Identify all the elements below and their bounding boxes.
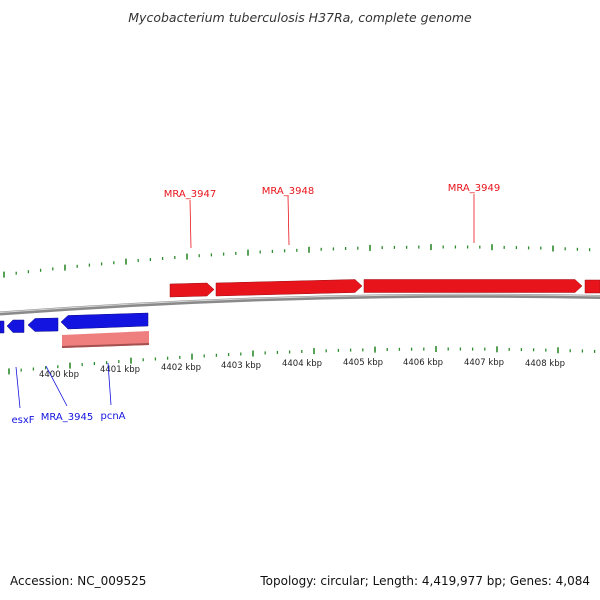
gene-esxf[interactable]: [6, 319, 25, 333]
tick-label-4401: 4401 kbp: [100, 365, 140, 375]
label-mra-3948[interactable]: MRA_3948: [262, 186, 314, 197]
tick-label-4403: 4403 kbp: [221, 361, 261, 371]
label-mra-3945[interactable]: MRA_3945: [41, 412, 93, 423]
scale-labels: 4400 kbp 4401 kbp 4402 kbp 4403 kbp 4404…: [39, 358, 565, 380]
forward-gene-labels: MRA_3947 MRA_3948 MRA_3949: [164, 183, 500, 249]
genome-summary: Topology: circular; Length: 4,419,977 bp…: [259, 574, 590, 588]
genome-backbone-highlight: [0, 294, 600, 313]
leader-pcna: [107, 362, 112, 406]
leader-mra-3948: [287, 195, 290, 246]
gene-partial-left[interactable]: [0, 320, 5, 334]
genome-backbone: [0, 293, 600, 316]
accession-label: Accession: NC_009525: [10, 574, 146, 588]
label-mra-3949[interactable]: MRA_3949: [448, 183, 500, 194]
reverse-gene-labels: esxF MRA_3945 pcnA: [11, 362, 126, 426]
tick-label-4408: 4408 kbp: [525, 359, 565, 369]
forward-genes: [169, 279, 600, 298]
tick-label-4400: 4400 kbp: [39, 370, 79, 380]
gene-mra-3949[interactable]: [363, 279, 583, 293]
gene-pseudo-shadow: [62, 343, 149, 348]
leader-mra-3945: [45, 365, 68, 407]
tick-marks-bottom: [8, 346, 596, 375]
tick-label-4407: 4407 kbp: [464, 358, 504, 368]
gene-partial-right[interactable]: [584, 279, 600, 294]
label-esxf[interactable]: esxF: [11, 415, 34, 426]
tick-label-4404: 4404 kbp: [282, 359, 322, 369]
tick-label-4405: 4405 kbp: [343, 358, 383, 368]
genome-title: Mycobacterium tuberculosis H37Ra, comple…: [128, 10, 472, 25]
tick-label-4406: 4406 kbp: [403, 358, 443, 368]
label-pcna[interactable]: pcnA: [100, 411, 125, 422]
reverse-genes: [0, 312, 149, 348]
leader-esxf: [15, 366, 21, 409]
gene-mra-3945[interactable]: [27, 317, 59, 332]
leader-mra-3947: [189, 199, 192, 249]
gene-pcna[interactable]: [60, 312, 149, 330]
label-mra-3947[interactable]: MRA_3947: [164, 189, 216, 200]
gene-mra-3947[interactable]: [169, 282, 215, 298]
tick-marks-top: [3, 244, 591, 278]
gene-mra-3948[interactable]: [215, 279, 363, 297]
tick-label-4402: 4402 kbp: [161, 363, 201, 373]
